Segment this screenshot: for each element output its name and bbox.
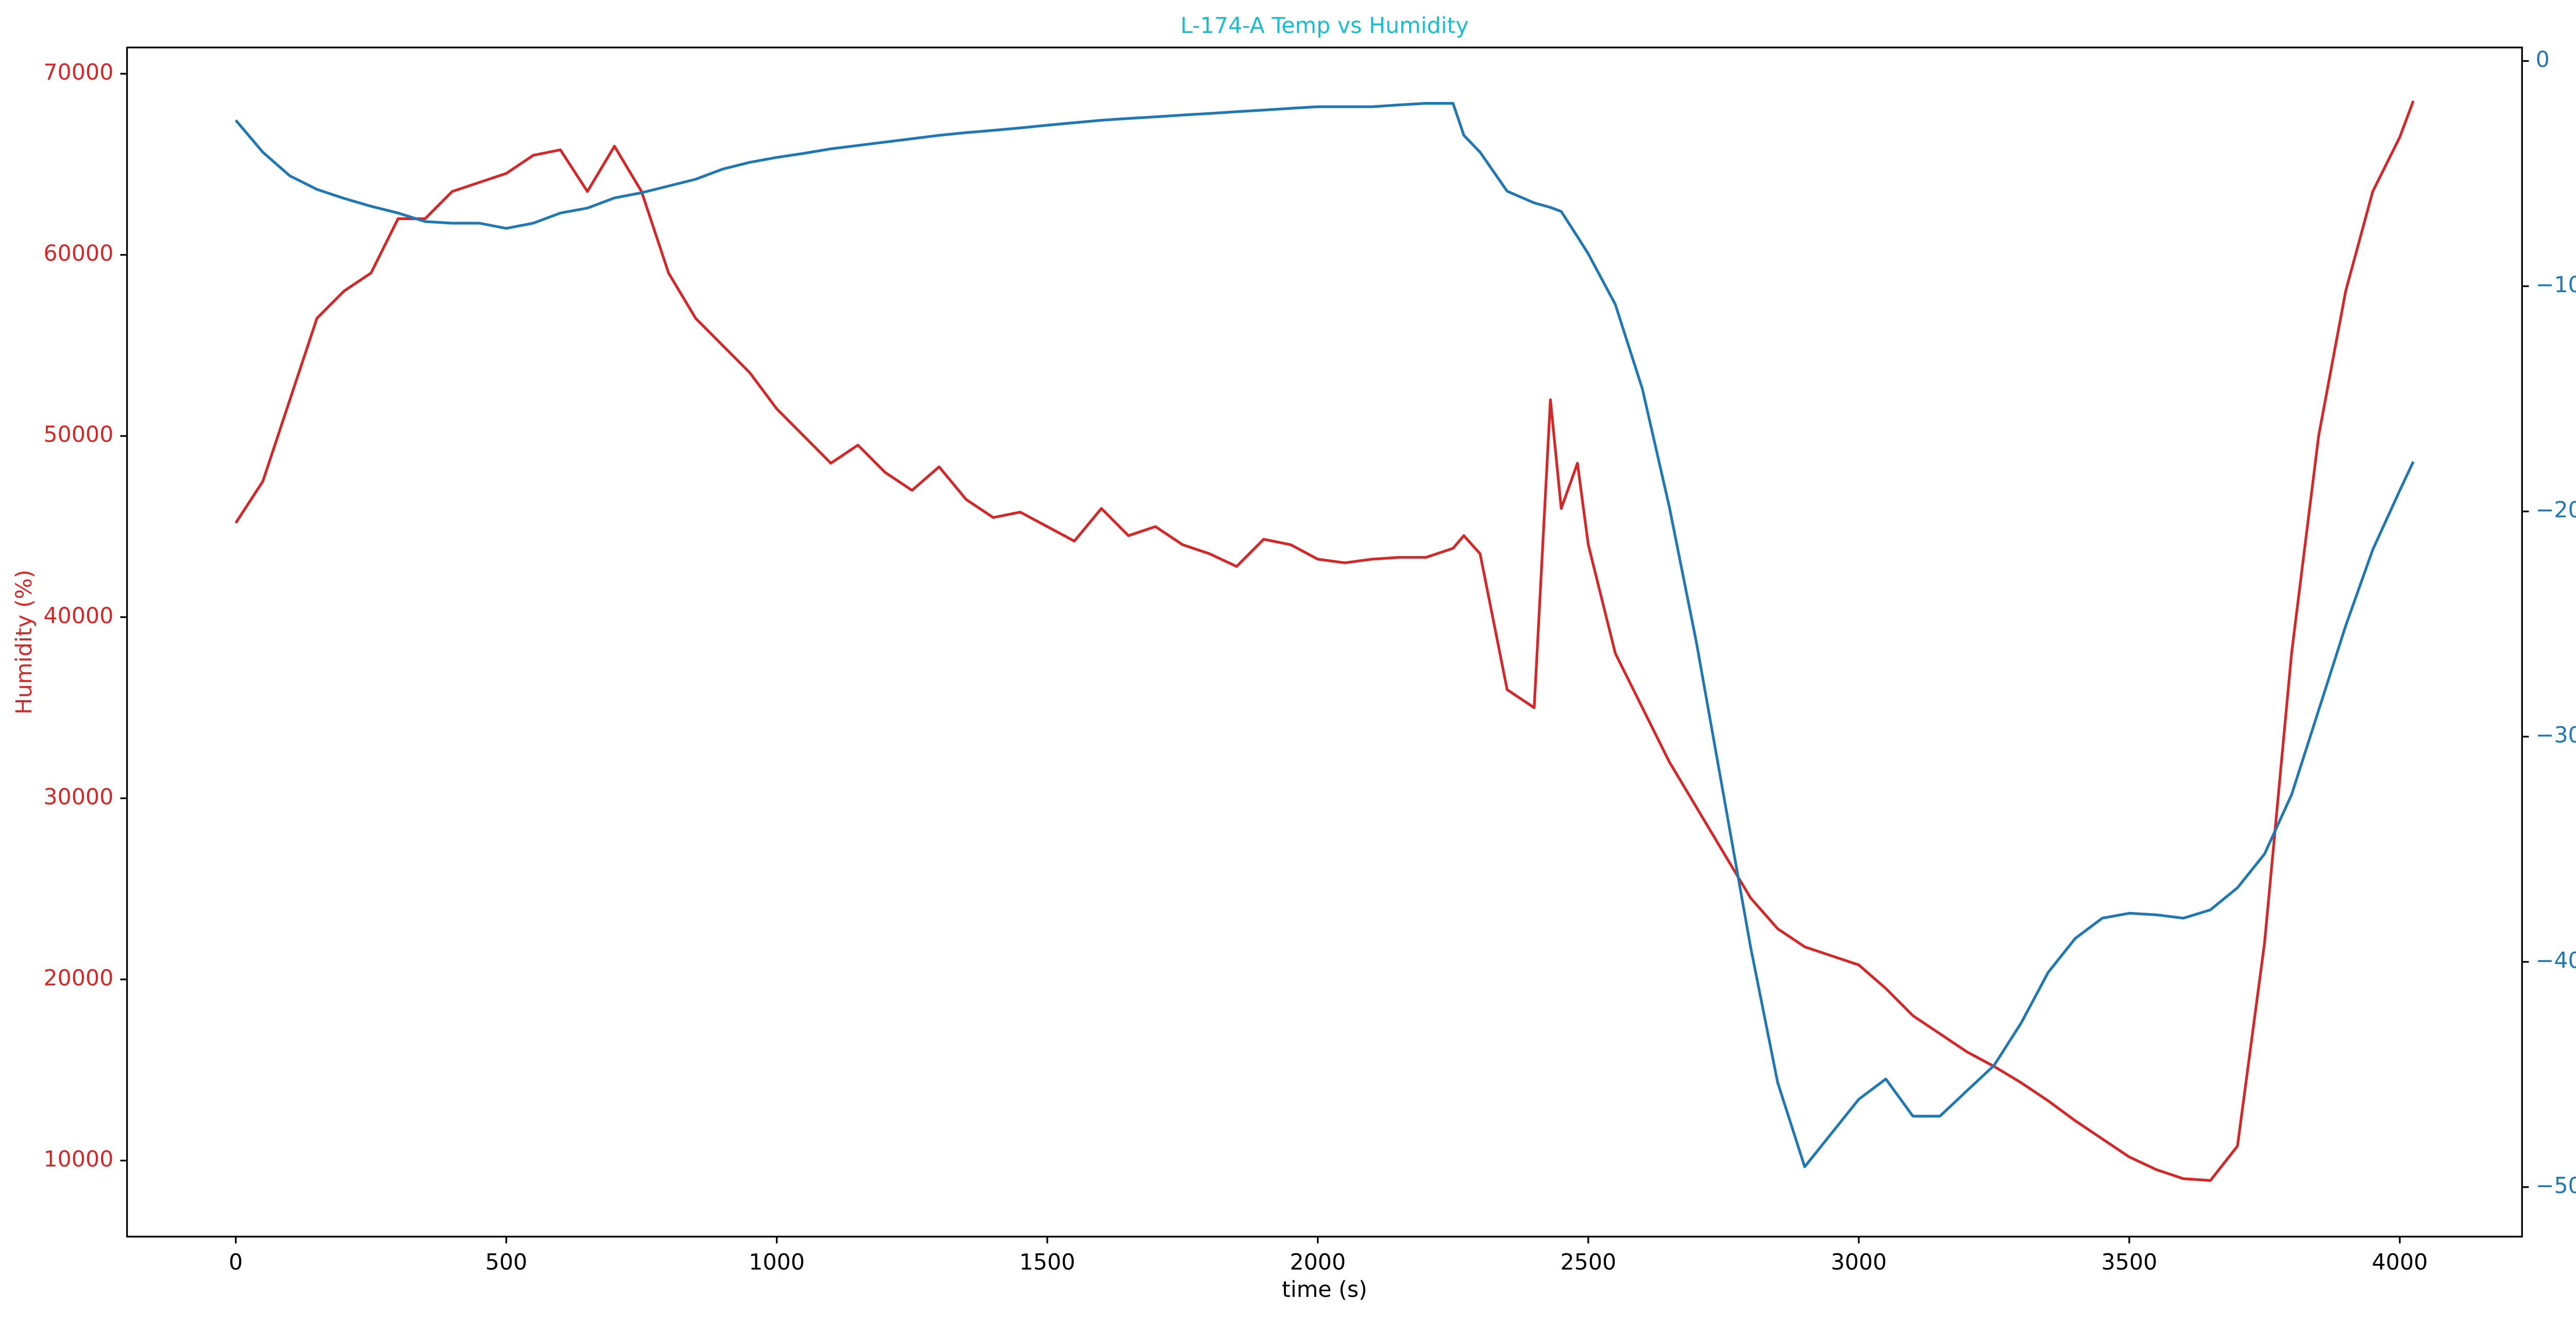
data-line [234,102,2415,1169]
x-tick-label: 500 [485,1249,528,1275]
y-tick-label: 60000 [43,241,113,266]
x-tick-label: 0 [229,1249,243,1275]
y2-tick-label: −1000 [2536,272,2576,298]
y-tick-label: 40000 [43,603,113,629]
y-axis-label: Humidity (%) [11,570,37,715]
y2-tick-label: −5000 [2536,1173,2576,1198]
chart-title: L-174-A Temp vs Humidity [1180,13,1469,39]
y2-tick-label: −4000 [2536,948,2576,973]
y-tick-label: 50000 [43,422,113,448]
x-tick-label: 3500 [2102,1249,2158,1275]
y2-tick-label: 0 [2536,47,2550,73]
x-tick-label: 3000 [1831,1249,1887,1275]
x-tick-label: 4000 [2372,1249,2428,1275]
y-tick-label: 70000 [43,60,113,86]
x-axis-label: time (s) [1282,1277,1367,1303]
y-tick-label: 10000 [43,1146,113,1172]
y-tick-label: 20000 [43,965,113,991]
plot-frame [126,46,2523,1238]
x-tick-label: 1500 [1019,1249,1075,1275]
y2-tick-label: −2000 [2536,497,2576,523]
x-tick-label: 2500 [1560,1249,1616,1275]
y2-tick-label: −3000 [2536,722,2576,748]
x-tick-label: 2000 [1290,1249,1346,1275]
data-line [234,100,2415,1182]
y-tick-label: 30000 [43,784,113,810]
x-tick-label: 1000 [749,1249,805,1275]
